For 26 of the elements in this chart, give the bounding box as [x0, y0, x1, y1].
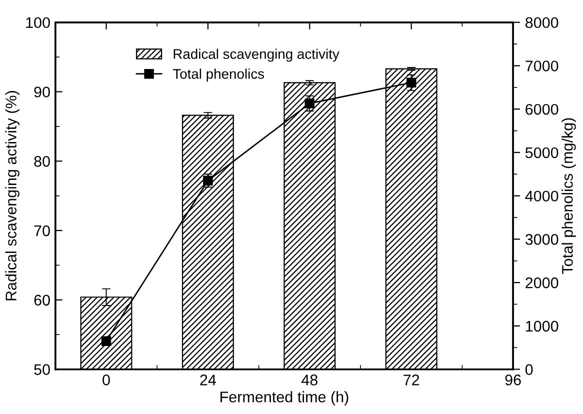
- y-tick-label: 100: [26, 17, 50, 28]
- y2-tick-label: 4000: [525, 190, 558, 202]
- y2-tick-label: 3000: [525, 234, 558, 245]
- x-tick-label: 24: [200, 374, 216, 386]
- y2-tick-label: 7000: [526, 60, 558, 72]
- legend-label: Total phenolics: [172, 68, 264, 82]
- point: [304, 98, 314, 108]
- y2-tick-label: 6000: [526, 104, 558, 115]
- y-axis-title: Radical scavenging activity (%): [5, 91, 20, 300]
- y-tick-label: 50: [34, 364, 50, 375]
- y-tick-label: 70: [34, 225, 50, 236]
- y2-tick-label: 0: [525, 364, 533, 375]
- y2-tick-label: 8000: [526, 17, 558, 28]
- x-axis-title: Fermented time (h): [220, 391, 348, 406]
- y2-axis-title: Total phenolics (mg/kg): [562, 118, 576, 274]
- y2-tick-label: 1000: [526, 320, 558, 332]
- x-tick-label: 48: [301, 374, 318, 386]
- legend-label: Radical scavenging activity: [174, 48, 340, 62]
- x-tick-label: 96: [505, 374, 521, 386]
- x-tick-label: 0: [102, 374, 110, 386]
- x-tick-label: 72: [404, 374, 420, 386]
- y-tick-label: 60: [34, 294, 50, 306]
- y-tick-label: 90: [34, 86, 50, 98]
- y2-tick-label: 5000: [525, 147, 558, 158]
- y-tick-label: 80: [34, 156, 50, 167]
- y2-tick-label: 2000: [526, 277, 558, 288]
